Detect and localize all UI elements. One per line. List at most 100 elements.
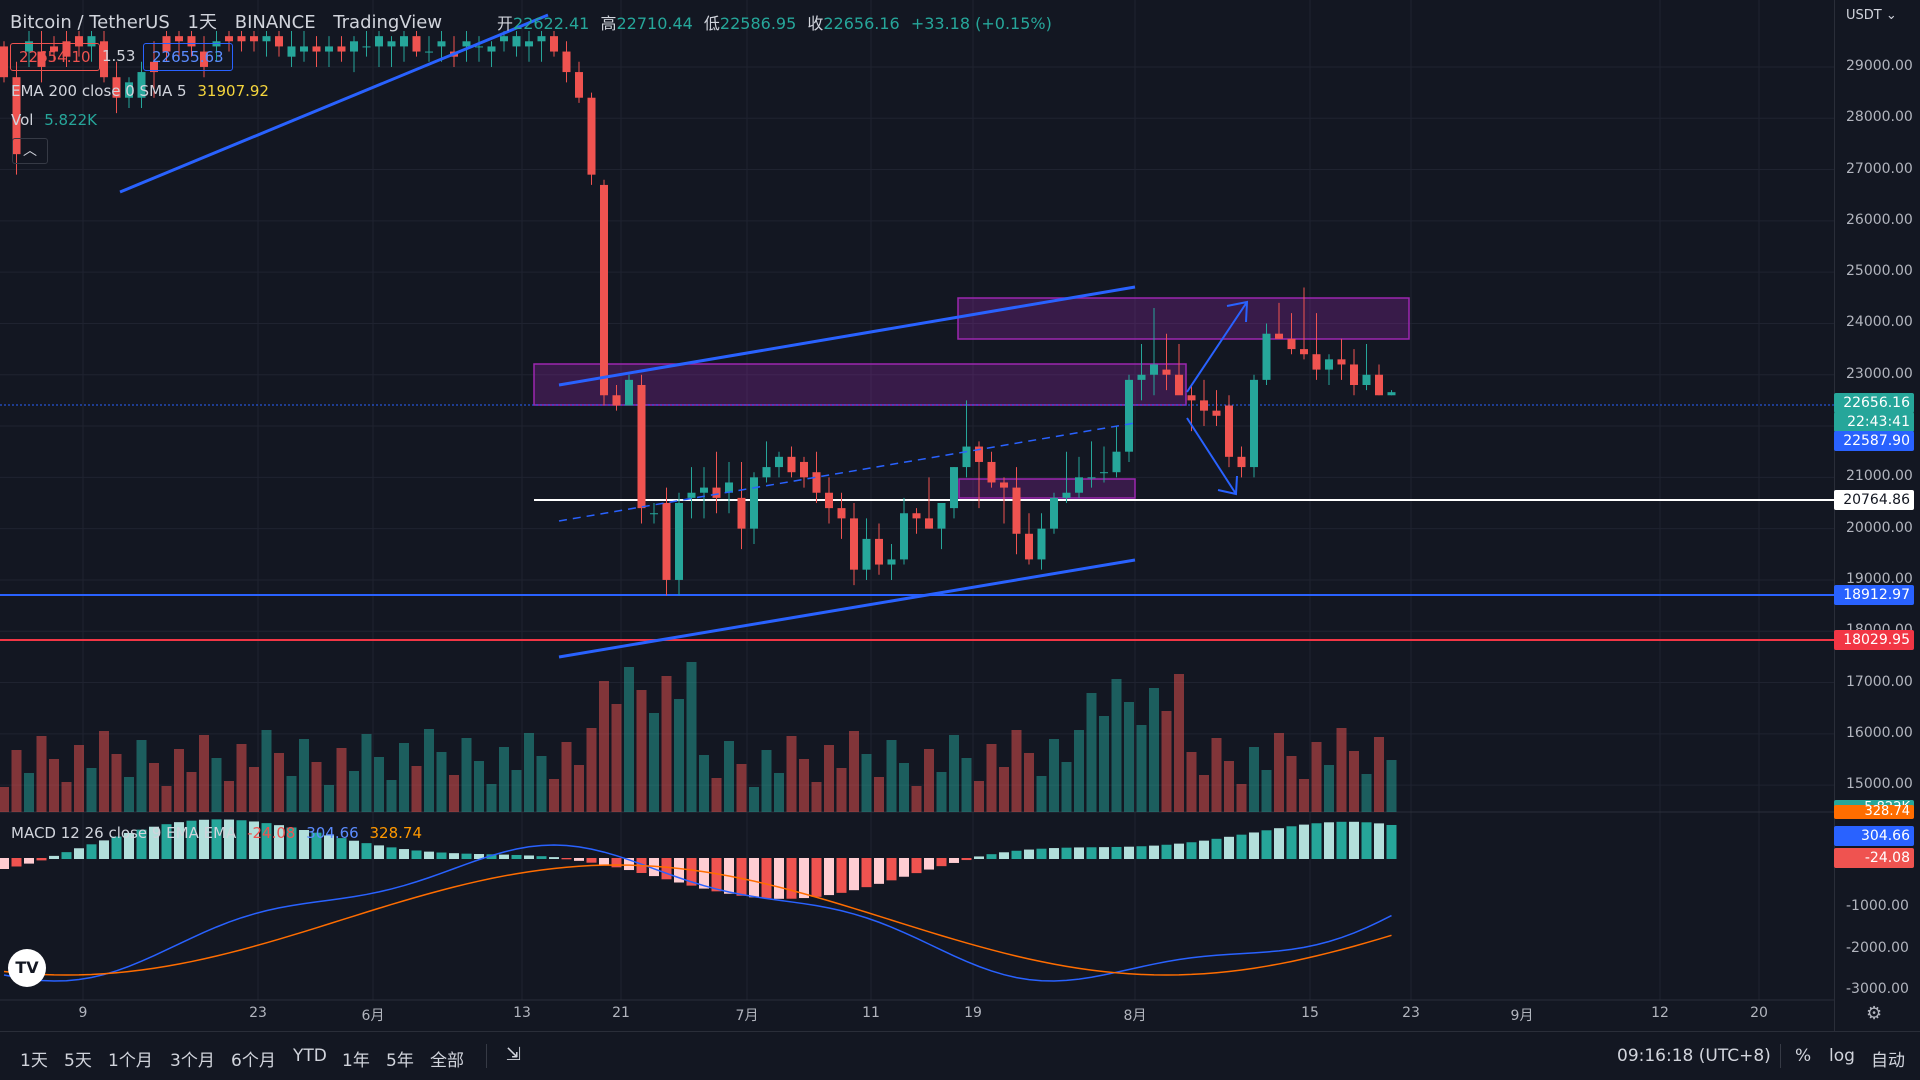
volume-legend[interactable]: Vol 5.822K [11, 111, 97, 129]
volume-bar [499, 747, 509, 812]
chart-canvas[interactable] [0, 0, 1920, 1031]
timeframe-button[interactable]: 全部 [430, 1051, 464, 1071]
timeframe-button[interactable]: 1年 [342, 1051, 370, 1071]
symbol-header[interactable]: Bitcoin / TetherUS 1天 BINANCE TradingVie… [10, 8, 454, 34]
macd-histogram-bar [449, 853, 459, 859]
date-tick: 6月 [361, 1008, 385, 1024]
candle-body [800, 461, 808, 478]
open-label: 开 [497, 14, 514, 33]
macd-line [3, 844, 1392, 982]
sell-button[interactable]: 22654.10 [10, 43, 100, 71]
volume-bar [549, 779, 559, 812]
volume-bar [0, 787, 9, 812]
clock-time[interactable]: 09:16:18 (UTC+8) [1617, 1046, 1771, 1066]
volume-bar [599, 681, 609, 812]
macd-histogram-bar [1199, 840, 1209, 859]
volume-bar [186, 772, 197, 812]
timeframe-button[interactable]: 1个月 [108, 1051, 153, 1071]
price-tick: 23000.00 [1846, 365, 1913, 382]
timeframe-button[interactable]: 5年 [386, 1051, 414, 1071]
macd-signal-axis-label: 328.74 [1834, 805, 1914, 819]
macd-histogram-bar [786, 858, 797, 899]
candle-body [25, 41, 33, 52]
macd-hist-value: -24.08 [247, 824, 296, 842]
macd-histogram-bar [124, 832, 134, 859]
collapse-legend-button[interactable]: ︿ [12, 138, 48, 164]
candle-body [1137, 374, 1146, 380]
tradingview-logo-icon[interactable]: TV [8, 949, 46, 987]
interval-label[interactable]: 1天 [187, 12, 217, 33]
macd-legend[interactable]: MACD 12 26 close 9 EMA EMA -24.08 304.66… [11, 824, 422, 842]
candle-body [462, 41, 471, 47]
macd-histogram-bar [799, 858, 809, 899]
symbol-name[interactable]: Bitcoin / TetherUS [10, 12, 170, 33]
macd-histogram-bar [1324, 822, 1334, 859]
volume-bar [411, 766, 422, 812]
ema-legend[interactable]: EMA 200 close 0 SMA 5 31907.92 [11, 82, 269, 100]
macd-histogram-bar [386, 847, 397, 859]
macd-histogram-bar [211, 819, 222, 859]
volume-bar [999, 767, 1009, 812]
log-toggle[interactable]: log [1829, 1046, 1855, 1066]
macd-histogram-bar [911, 858, 922, 874]
macd-histogram-bar [1024, 849, 1034, 859]
bid-price-label: 22587.90 [1834, 431, 1914, 451]
macd-histogram-bar [824, 858, 834, 896]
candle-body [1337, 359, 1346, 365]
settings-gear-icon[interactable]: ⚙ [1866, 1003, 1883, 1024]
volume-bar [1261, 770, 1272, 812]
auto-toggle[interactable]: 自动 [1871, 1051, 1905, 1071]
date-tick: 8月 [1123, 1008, 1147, 1024]
volume-bar [11, 750, 22, 812]
volume-bar [799, 759, 809, 812]
macd-histogram-bar [849, 858, 859, 891]
volume-bar [811, 782, 822, 812]
timeframe-button[interactable]: 5天 [64, 1051, 92, 1071]
change-value: +33.18 (+0.15%) [910, 14, 1052, 33]
macd-histogram-bar [199, 819, 209, 859]
candle-body [950, 467, 958, 509]
macd-histogram-bar [261, 823, 272, 859]
macd-line-axis-label: 304.66 [1834, 826, 1914, 846]
macd-histogram-bar [1036, 848, 1047, 859]
volume-bar [86, 768, 97, 812]
date-range-icon[interactable]: ⇲ [506, 1044, 522, 1065]
timeframe-button[interactable]: 3个月 [170, 1051, 215, 1071]
candle-body [1237, 456, 1246, 468]
volume-bar [1286, 756, 1297, 812]
macd-histogram-bar [1149, 845, 1159, 859]
volume-bar [211, 758, 222, 812]
macd-histogram-bar [961, 858, 972, 861]
timeframe-button[interactable]: 1天 [20, 1051, 48, 1071]
volume-bar [886, 740, 897, 812]
macd-histogram-bar [986, 854, 997, 859]
candle-body [737, 497, 746, 529]
macd-histogram-bar [924, 858, 934, 870]
volume-bar [1086, 693, 1097, 812]
candle-body [912, 513, 921, 519]
candle-body [387, 41, 396, 47]
price-axis[interactable] [1834, 0, 1920, 1031]
ohlc-values: 开22622.41 高22710.44 低22586.95 收22656.16 … [497, 10, 1058, 34]
currency-selector[interactable]: USDT ⌄ [1846, 8, 1897, 23]
macd-histogram-bar [836, 858, 847, 893]
timeframe-button[interactable]: 6个月 [231, 1051, 276, 1071]
percent-toggle[interactable]: % [1795, 1046, 1812, 1066]
macd-histogram-bar [86, 844, 97, 859]
macd-histogram-bar [1374, 823, 1384, 859]
buy-button[interactable]: 22655.63 [143, 43, 233, 71]
candle-body [1200, 400, 1208, 411]
volume-bar [1161, 711, 1172, 812]
timeframe-button[interactable]: YTD [293, 1046, 327, 1066]
macd-histogram-bar [286, 827, 297, 859]
candle-body [750, 477, 758, 529]
volume-bar [1236, 784, 1247, 812]
volume-bar [1249, 747, 1259, 812]
macd-histogram-bar [1161, 844, 1172, 859]
candle-body [275, 36, 283, 47]
open-value: 22622.41 [513, 14, 590, 33]
volume-bar [299, 739, 309, 812]
volume-bar [1349, 751, 1359, 812]
volume-bar [1024, 753, 1034, 812]
volume-bar [1311, 742, 1322, 812]
